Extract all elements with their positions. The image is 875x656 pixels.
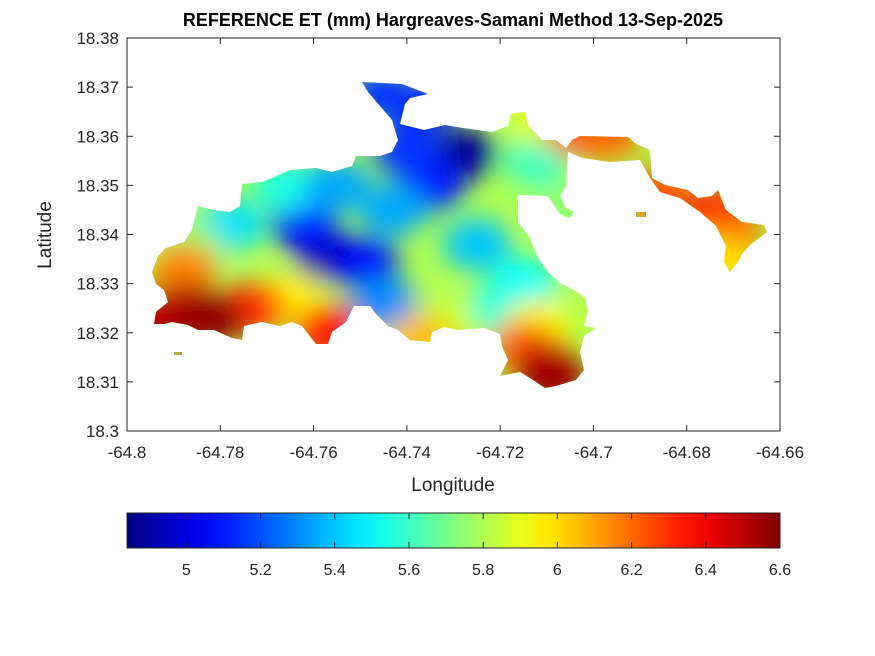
x-axis: -64.8 -64.78 -64.76 -64.74 -64.72 -64.7 -64.68… bbox=[108, 38, 804, 462]
x-tick-label: -64.8 bbox=[108, 443, 147, 462]
y-tick-label: 18.3 bbox=[86, 422, 119, 441]
x-tick-label: -64.68 bbox=[663, 443, 711, 462]
y-tick-label: 18.34 bbox=[76, 226, 119, 245]
heatmap-cell-13 bbox=[302, 159, 371, 212]
colorbar-tick-label: 5.4 bbox=[324, 562, 346, 579]
heatmap-cell-3 bbox=[270, 198, 339, 251]
colorbar-tick-label: 5.8 bbox=[472, 562, 494, 579]
x-tick-label: -64.7 bbox=[574, 443, 613, 462]
x-tick-label: -64.66 bbox=[756, 443, 804, 462]
x-tick-label: -64.74 bbox=[383, 443, 431, 462]
colorbar-tick-label: 6.4 bbox=[695, 562, 717, 579]
colorbar-tick-label: 5.6 bbox=[398, 562, 420, 579]
y-axis: 18.3 18.31 18.32 18.33 18.34 18.35 18.36 18.37 1… bbox=[76, 29, 780, 441]
colorbar-tick-label: 6.6 bbox=[769, 562, 791, 579]
heatmap-cell-8 bbox=[358, 183, 427, 236]
y-axis-label: Latitude bbox=[35, 201, 56, 269]
x-tick-label: -64.78 bbox=[196, 443, 244, 462]
y-tick-label: 18.35 bbox=[76, 176, 119, 195]
y-tick-label: 18.38 bbox=[76, 29, 119, 48]
heatmap-cell-29 bbox=[517, 353, 586, 388]
x-axis-label: Longitude bbox=[411, 475, 494, 496]
colorbar-tick-label: 6 bbox=[553, 562, 562, 579]
colorbar bbox=[126, 512, 781, 549]
y-tick-label: 18.31 bbox=[76, 373, 119, 392]
y-tick-label: 18.37 bbox=[76, 78, 119, 97]
x-tick-label: -64.76 bbox=[289, 443, 337, 462]
y-tick-label: 18.33 bbox=[76, 275, 119, 294]
y-tick-label: 18.36 bbox=[76, 127, 119, 146]
x-tick-label: -64.72 bbox=[476, 443, 524, 462]
colorbar-tick-label: 5.2 bbox=[249, 562, 271, 579]
colorbar-tick-label: 6.2 bbox=[620, 562, 642, 579]
heatmap-cell-23 bbox=[152, 242, 217, 295]
heatmap-cell-2 bbox=[330, 235, 399, 288]
colorbar-tick-label: 5 bbox=[182, 562, 191, 579]
chart-title: REFERENCE ET (mm) Hargreaves-Samani Meth… bbox=[183, 10, 723, 30]
colorbar-ticks: 5 5.2 5.4 5.6 5.8 6 6.2 6.4 6.6 bbox=[182, 513, 791, 579]
heatmap-cell-9 bbox=[442, 218, 511, 271]
y-tick-label: 18.32 bbox=[76, 324, 119, 343]
